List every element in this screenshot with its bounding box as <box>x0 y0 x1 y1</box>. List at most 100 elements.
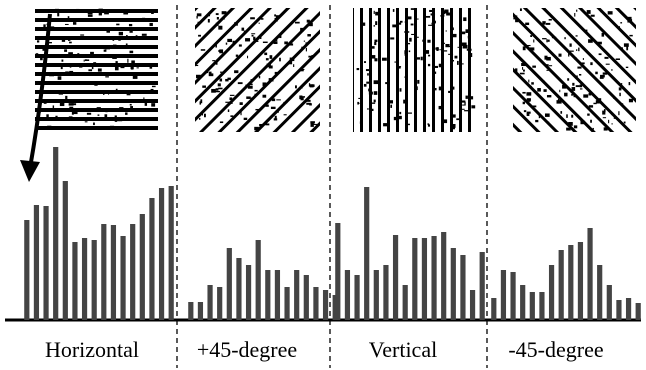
speckle <box>254 127 259 130</box>
bar <box>246 265 251 320</box>
speckle <box>152 86 156 87</box>
speckle <box>88 12 93 15</box>
speckle <box>445 44 449 47</box>
speckle <box>93 62 96 65</box>
speckle <box>116 24 119 26</box>
speckle <box>284 41 288 44</box>
speckle <box>226 43 227 45</box>
speckle <box>409 38 411 42</box>
speckle <box>527 112 531 114</box>
speckle <box>574 13 575 17</box>
speckle <box>218 26 222 30</box>
bar <box>217 287 222 320</box>
speckle <box>151 89 154 92</box>
speckle <box>143 81 144 84</box>
bar <box>140 214 145 320</box>
speckle <box>197 13 202 16</box>
bar <box>120 236 125 320</box>
speckle <box>531 82 534 84</box>
speckle <box>375 21 377 25</box>
speckle <box>522 92 525 94</box>
speckle <box>360 121 361 123</box>
speckle <box>274 14 276 16</box>
speckle <box>60 103 64 107</box>
speckle <box>196 75 201 79</box>
speckle <box>202 85 206 87</box>
speckle <box>616 58 620 60</box>
speckle <box>105 111 107 112</box>
speckle <box>385 82 388 84</box>
speckle <box>462 109 465 110</box>
speckle <box>400 21 403 23</box>
speckle <box>587 10 591 14</box>
speckle <box>374 42 376 45</box>
speckle <box>577 67 581 69</box>
speckle <box>52 73 54 75</box>
speckle <box>595 72 598 75</box>
speckle <box>588 39 593 43</box>
speckle <box>448 91 452 93</box>
speckle <box>409 50 410 52</box>
speckle <box>98 114 100 115</box>
speckle <box>452 114 456 117</box>
speckle <box>404 50 405 54</box>
speckle <box>629 82 631 85</box>
speckle <box>531 105 536 107</box>
speckle <box>619 26 620 29</box>
speckle <box>227 39 232 42</box>
bar <box>24 220 29 320</box>
speckle <box>452 34 457 37</box>
speckle <box>149 23 152 26</box>
speckle <box>411 24 414 26</box>
speckle <box>394 62 396 63</box>
speckle <box>604 57 608 59</box>
speckle <box>94 84 97 85</box>
panel-label: Horizontal <box>45 337 139 362</box>
speckle <box>150 66 153 68</box>
speckle <box>374 80 379 84</box>
speckle <box>306 48 307 52</box>
speckle <box>115 119 118 121</box>
speckle <box>73 111 77 114</box>
bar <box>265 270 270 320</box>
speckle <box>151 12 154 14</box>
speckle <box>547 122 549 123</box>
speckle <box>392 25 396 28</box>
speckle <box>98 68 102 71</box>
speckle <box>533 39 534 42</box>
speckle <box>48 64 52 66</box>
speckle <box>220 78 223 81</box>
speckle <box>397 112 398 114</box>
speckle <box>245 38 250 41</box>
bar <box>412 238 417 320</box>
speckle <box>199 118 200 120</box>
speckle <box>382 58 387 61</box>
bar <box>159 188 164 320</box>
speckle <box>198 22 200 24</box>
speckle <box>467 49 472 51</box>
speckle <box>118 90 120 91</box>
speckle <box>542 38 546 39</box>
speckle <box>233 41 235 44</box>
speckle <box>304 41 305 42</box>
speckle <box>374 25 376 26</box>
bar <box>549 265 554 320</box>
speckle <box>439 49 440 50</box>
speckle <box>68 52 73 56</box>
speckle <box>603 117 606 118</box>
speckle <box>374 58 377 61</box>
speckle <box>115 61 117 64</box>
speckle <box>309 23 313 26</box>
speckle <box>591 15 595 17</box>
speckle <box>295 85 297 88</box>
speckle <box>120 65 124 68</box>
speckle <box>439 87 443 91</box>
speckle <box>357 68 360 70</box>
speckle <box>308 56 311 58</box>
speckle <box>69 107 73 111</box>
speckle <box>87 113 91 115</box>
speckle <box>228 109 229 112</box>
speckle <box>71 103 76 105</box>
speckle <box>390 37 394 39</box>
speckle <box>427 40 430 43</box>
